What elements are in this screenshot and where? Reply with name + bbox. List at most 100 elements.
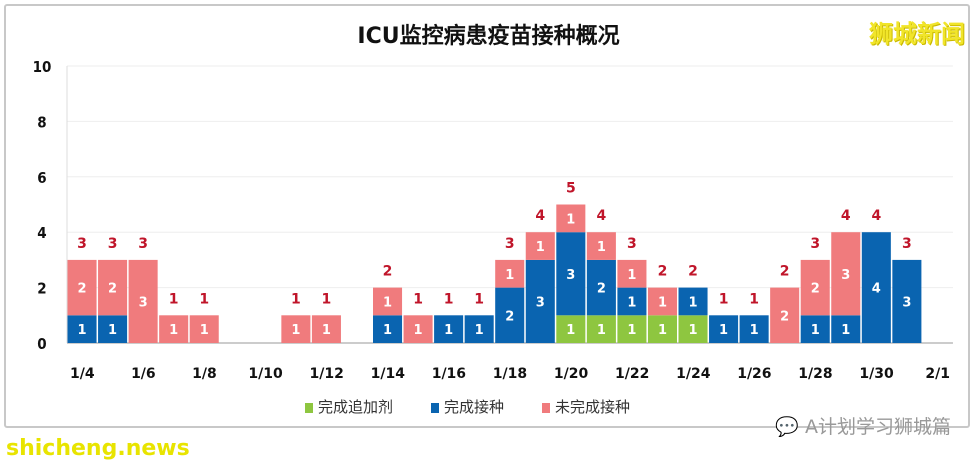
y-tick-label: 6 <box>37 169 46 187</box>
total-data-label: 2 <box>780 264 790 280</box>
total-data-label: 5 <box>566 181 576 197</box>
total-data-label: 3 <box>77 236 87 252</box>
segment-data-label: 1 <box>627 268 636 283</box>
y-tick-label: 10 <box>33 58 52 76</box>
total-data-label: 4 <box>841 208 851 224</box>
bar-segment-complete <box>678 287 708 316</box>
total-data-label: 4 <box>597 208 607 224</box>
bar-segment-incomplete <box>556 204 586 233</box>
segment-data-label: 1 <box>383 295 392 310</box>
watermark: shicheng.news <box>6 436 190 461</box>
total-data-label: 3 <box>810 236 820 252</box>
bar-segment-complete <box>800 315 830 343</box>
x-tick-label: 1/28 <box>798 366 832 382</box>
bar-segment-incomplete <box>98 259 128 316</box>
bar-segment-incomplete <box>311 315 341 343</box>
bar-segment-incomplete <box>586 232 616 260</box>
bar-segment-booster <box>556 315 586 343</box>
segment-data-label: 1 <box>505 268 514 283</box>
bar-segment-incomplete <box>770 287 800 343</box>
segment-data-label: 1 <box>169 323 178 338</box>
y-tick-label: 4 <box>37 224 46 242</box>
total-data-label: 1 <box>322 291 332 307</box>
segment-data-label: 1 <box>78 323 87 338</box>
total-data-label: 3 <box>902 236 912 252</box>
bar-segment-complete <box>434 315 464 343</box>
segment-data-label: 1 <box>689 295 698 310</box>
segment-data-label: 1 <box>597 240 606 255</box>
total-data-label: 1 <box>169 291 179 307</box>
bar-segment-incomplete <box>831 232 861 316</box>
segment-data-label: 1 <box>597 323 606 338</box>
bar-segment-complete <box>67 315 97 343</box>
segment-data-label: 1 <box>200 323 209 338</box>
x-tick-label: 2/1 <box>925 366 950 382</box>
total-data-label: 1 <box>199 291 209 307</box>
total-data-label: 3 <box>138 236 148 252</box>
segment-data-label: 2 <box>78 282 87 297</box>
total-data-label: 4 <box>871 208 881 224</box>
segment-data-label: 1 <box>750 323 759 338</box>
segment-data-label: 2 <box>108 282 117 297</box>
legend: 完成追加剂 完成接种 未完成接种 <box>305 396 630 417</box>
y-tick-label: 2 <box>37 280 46 298</box>
bar-segment-complete <box>709 315 739 343</box>
segment-data-label: 2 <box>780 309 789 324</box>
bar-segment-incomplete <box>159 315 189 343</box>
bar-segment-incomplete <box>128 259 158 343</box>
total-data-label: 3 <box>108 236 118 252</box>
total-data-label: 1 <box>444 291 454 307</box>
bar-segment-incomplete <box>525 232 555 260</box>
segment-data-label: 2 <box>597 282 606 297</box>
total-data-label: 3 <box>627 236 637 252</box>
segment-data-label: 2 <box>505 309 514 324</box>
x-tick-label: 1/12 <box>310 366 344 382</box>
bar-segment-complete <box>617 287 647 316</box>
total-data-label: 1 <box>719 291 729 307</box>
legend-swatch <box>431 402 440 413</box>
segment-data-label: 3 <box>902 295 911 310</box>
segment-data-label: 1 <box>811 323 820 338</box>
segment-data-label: 1 <box>689 323 698 338</box>
legend-item-booster: 完成追加剂 <box>305 396 393 417</box>
total-data-label: 1 <box>413 291 423 307</box>
segment-data-label: 1 <box>658 295 667 310</box>
bar-segment-complete <box>373 315 403 343</box>
bar-segment-complete <box>831 315 861 343</box>
total-data-label: 1 <box>291 291 301 307</box>
segment-data-label: 1 <box>322 323 331 338</box>
bar-segment-complete <box>586 259 616 316</box>
chart-frame <box>4 4 970 428</box>
x-tick-label: 1/14 <box>371 366 406 382</box>
legend-swatch <box>542 402 551 413</box>
x-tick-label: 1/8 <box>192 366 217 382</box>
segment-data-label: 2 <box>811 282 820 297</box>
segment-data-label: 3 <box>566 268 575 283</box>
wechat-account: 💬 A计划学习狮城篇 <box>775 412 951 439</box>
legend-label: 完成追加剂 <box>318 398 394 416</box>
bar-segment-complete <box>892 259 922 343</box>
x-tick-label: 1/20 <box>554 366 589 382</box>
x-tick-label: 1/6 <box>131 366 156 382</box>
wechat-icon: 💬 <box>775 416 799 438</box>
segment-data-label: 1 <box>414 323 423 338</box>
x-tick-label: 1/18 <box>493 366 527 382</box>
legend-label: 完成接种 <box>444 398 505 416</box>
segment-data-label: 1 <box>658 323 667 338</box>
bar-segment-incomplete <box>67 259 97 316</box>
x-tick-label: 1/22 <box>615 366 649 382</box>
segment-data-label: 4 <box>872 282 881 297</box>
bar-segment-complete <box>464 315 494 343</box>
legend-swatch <box>305 402 313 413</box>
bar-segment-complete <box>556 232 586 316</box>
bar-segment-complete <box>495 287 525 343</box>
bar-segment-incomplete <box>800 259 830 316</box>
segment-data-label: 1 <box>627 295 636 310</box>
bar-segment-booster <box>617 315 647 343</box>
total-data-label: 2 <box>688 264 698 280</box>
total-data-label: 1 <box>749 291 759 307</box>
bar-segment-incomplete <box>647 287 677 316</box>
segment-data-label: 1 <box>383 323 392 338</box>
bar-segment-complete <box>861 232 891 343</box>
